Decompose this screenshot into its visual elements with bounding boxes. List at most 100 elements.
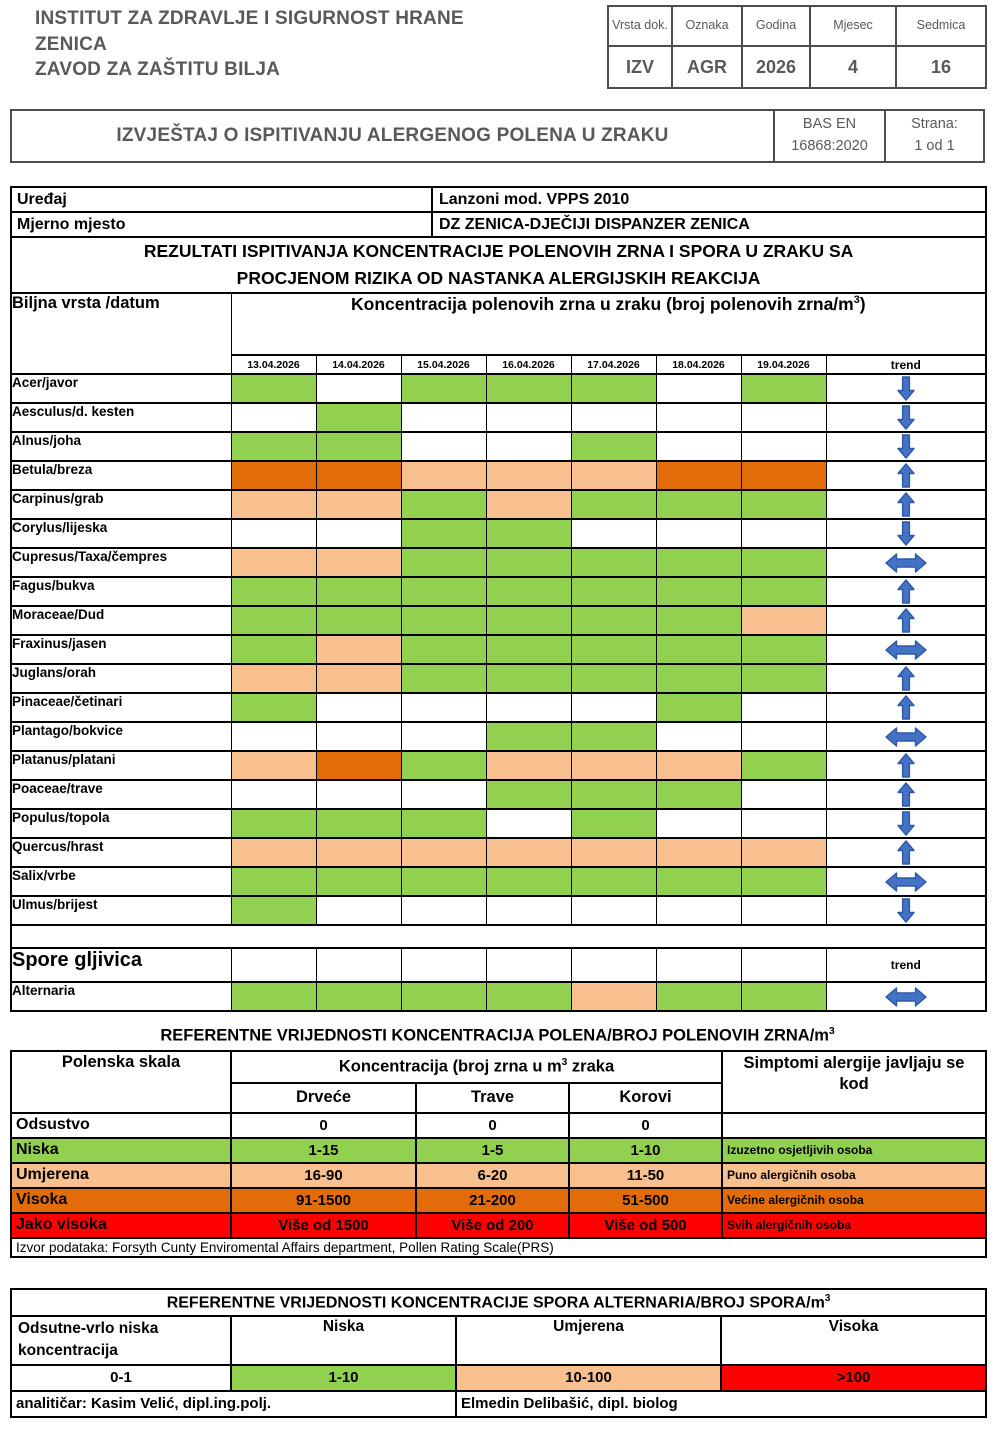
species-name: Moraceae/Dud: [10, 605, 232, 637]
superscript-3: 3: [561, 1057, 568, 1068]
concentration-cell-14.04.2026-white: [315, 779, 402, 811]
concentration-cell-16.04.2026-white: [485, 692, 572, 724]
trend-both-arrow-icon: [885, 640, 927, 660]
concentration-cell-19.04.2026-white: [740, 431, 827, 463]
concentration-cell-18.04.2026-white: [655, 895, 742, 927]
concentration-cell-18.04.2026-green: [655, 866, 742, 898]
concentration-cell-13.04.2026-green: [230, 576, 317, 608]
symptom-cell: Većine alergičnih osoba: [721, 1186, 987, 1214]
meta-value-vrsta-dok: IZV: [607, 45, 673, 89]
pollen-scale-row-umjerena: Umjerena 16-90 6-20 11-50 Puno alergičnih os…: [10, 1161, 987, 1189]
species-name: Quercus/hrast: [10, 837, 232, 869]
institution-line-2: ZAVOD ZA ZAŠTITU BILJA: [35, 59, 281, 81]
trend-cell: [825, 808, 987, 840]
scale-value-drveće: 91-1500: [230, 1186, 417, 1214]
concentration-cell-14.04.2026-peach: [315, 634, 402, 666]
spore-header-empty-cell: [315, 947, 402, 984]
concentration-cell-13.04.2026-peach: [230, 547, 317, 579]
concentration-cell-19.04.2026-white: [740, 721, 827, 753]
meta-col-mjesec: Mjesec: [809, 5, 897, 47]
spore-header-empty-cell: [400, 947, 487, 984]
concentration-cell-15.04.2026-green: [400, 547, 487, 579]
concentration-cell-17.04.2026-green: [570, 605, 657, 637]
pollen-legend-header-row-2: Drveće Trave Korovi: [11, 1081, 986, 1114]
concentration-cell-16.04.2026-green: [485, 721, 572, 753]
concentration-cell-15.04.2026-white: [400, 402, 487, 434]
concentration-cell-13.04.2026-peach: [230, 750, 317, 782]
species-name: Carpinus/grab: [10, 489, 232, 521]
document-meta-value-row: IZV AGR 2026 4 16: [607, 45, 987, 89]
concentration-group-header: Koncentracija (broj zrna u m3 zraka: [230, 1049, 723, 1084]
species-name: Cupresus/Taxa/čempres: [10, 547, 232, 579]
species-row-platanus-platani: Platanus/platani: [10, 750, 987, 782]
data-source-note: Izvor podataka: Forsyth Cunty Enviroment…: [10, 1236, 987, 1258]
pollen-legend-title: REFERENTNE VRIJEDNOSTI KONCENTRACIJA POL…: [160, 1026, 835, 1045]
date-header-15.04.2026: 15.04.2026: [400, 354, 487, 376]
species-row-corylus-lijeska: Corylus/lijeska: [10, 518, 987, 550]
concentration-cell-19.04.2026-orange: [740, 460, 827, 492]
pollen-scale-row-jako-visoka: Jako visoka Više od 1500 Više od 200 Više o…: [10, 1211, 987, 1239]
concentration-cell-13.04.2026-green: [230, 866, 317, 898]
concentration-cell-13.04.2026-green: [230, 895, 317, 927]
scale-value-trave: 6-20: [415, 1161, 570, 1189]
concentration-cell-17.04.2026-green: [570, 576, 657, 608]
concentration-cell-14.04.2026-green: [315, 808, 402, 840]
concentration-cell-15.04.2026-green: [400, 808, 487, 840]
trend-up-arrow-icon: [897, 753, 915, 778]
alternaria-header-3: Visoka: [719, 1314, 988, 1366]
document-meta-table: Vrsta dok. Oznaka Godina Mjesec Sedmica …: [607, 5, 987, 89]
trees-header: Drveće: [230, 1081, 417, 1114]
trend-cell: [825, 750, 987, 782]
scale-value-drveće: Više od 1500: [230, 1211, 417, 1239]
concentration-cell-16.04.2026-peach: [485, 837, 572, 869]
species-name: Pinaceae/četinari: [10, 692, 232, 724]
concentration-cell-13.04.2026-green: [230, 634, 317, 666]
concentration-cell-14.04.2026-orange: [315, 460, 402, 492]
species-name: Aesculus/d. kesten: [10, 402, 232, 434]
spores-section-header-row: Spore gljivica trend: [10, 947, 987, 984]
concentration-cell-14.04.2026-green: [315, 605, 402, 637]
species-name: Plantago/bokvice: [10, 721, 232, 753]
trend-up-arrow-icon: [897, 782, 915, 807]
species-row-pinaceae-etinari: Pinaceae/četinari: [10, 692, 987, 724]
date-header-19.04.2026: 19.04.2026: [740, 354, 827, 376]
trend-down-arrow-icon: [897, 376, 915, 401]
concentration-cell-14.04.2026-green: [315, 866, 402, 898]
concentration-cell-19.04.2026-white: [740, 895, 827, 927]
concentration-cell-18.04.2026-peach: [655, 837, 742, 869]
concentration-cell-18.04.2026-green: [655, 779, 742, 811]
results-heading-line-2: PROCJENOM RIZIKA OD NASTANKA ALERGIJSKIH…: [236, 268, 761, 289]
alternaria-header-0: Odsutne-vrlo niska koncentracija: [10, 1314, 232, 1366]
concentration-cell-19.04.2026-white: [740, 808, 827, 840]
pollen-scale-row-odsustvo: Odsustvo 0 0 0: [10, 1111, 986, 1139]
concentration-cell-13.04.2026-green: [230, 431, 317, 463]
trend-cell: [825, 460, 987, 492]
standard-reference: BAS EN 16868:2020: [773, 111, 884, 161]
meta-col-godina: Godina: [741, 5, 811, 47]
document-meta-header-row: Vrsta dok. Oznaka Godina Mjesec Sedmica: [607, 5, 987, 47]
alternaria-value-peach: 10-100: [455, 1363, 722, 1392]
concentration-cell-17.04.2026-green: [570, 373, 657, 405]
concentration-cell-16.04.2026-green: [485, 634, 572, 666]
trend-down-arrow-icon: [897, 405, 915, 430]
concentration-cell-18.04.2026-green: [655, 547, 742, 579]
scale-label: Visoka: [10, 1186, 232, 1214]
scale-label: Jako visoka: [10, 1211, 232, 1239]
pollen-scale-row-visoka: Visoka 91-1500 21-200 51-500 Većine alergičn…: [10, 1186, 987, 1214]
concentration-cell-18.04.2026-green: [655, 576, 742, 608]
concentration-cell-19.04.2026-green: [740, 981, 827, 1013]
device-row: Uređaj Lanzoni mod. VPPS 2010: [10, 186, 987, 213]
concentration-cell-13.04.2026-peach: [230, 837, 317, 869]
concentration-cell-17.04.2026-peach: [570, 837, 657, 869]
species-name: Salix/vrbe: [10, 866, 232, 898]
concentration-cell-16.04.2026-green: [485, 518, 572, 550]
concentration-cell-17.04.2026-white: [570, 692, 657, 724]
species-name: Alnus/joha: [10, 431, 232, 463]
scale-value-korovi: 1-10: [568, 1136, 723, 1164]
trend-both-arrow-icon: [885, 872, 927, 892]
concentration-cell-19.04.2026-green: [740, 634, 827, 666]
concentration-cell-19.04.2026-green: [740, 750, 827, 782]
concentration-cell-18.04.2026-orange: [655, 460, 742, 492]
concentration-cell-15.04.2026-green: [400, 373, 487, 405]
species-row-acer-javor: Acer/javor: [10, 373, 987, 405]
